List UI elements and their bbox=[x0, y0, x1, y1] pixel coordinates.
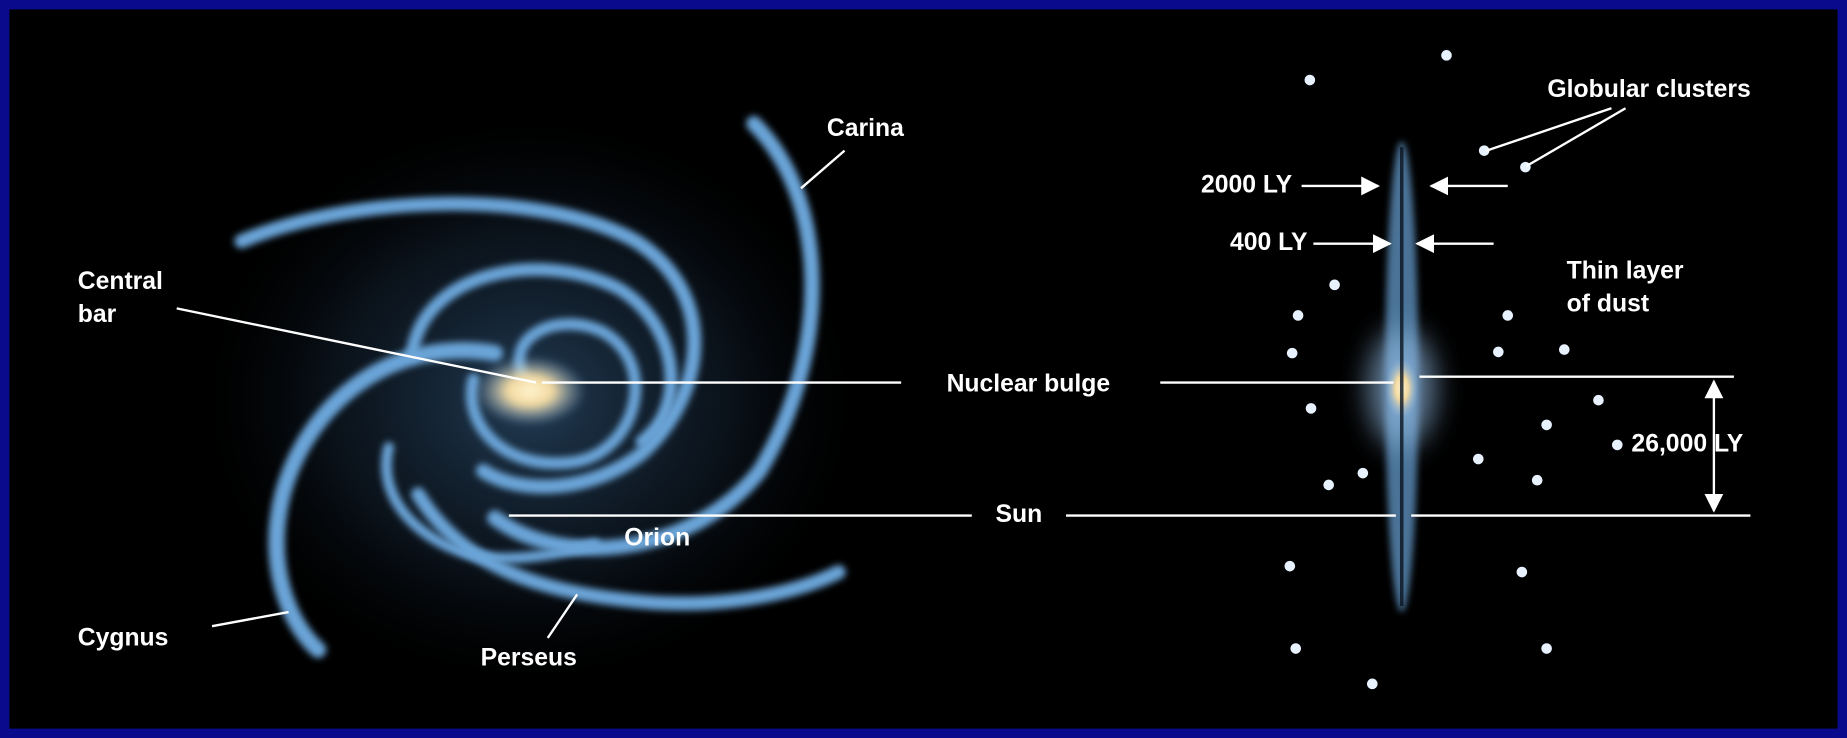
cluster-dot bbox=[1517, 567, 1528, 578]
cluster-dot bbox=[1290, 643, 1301, 654]
cluster-dot bbox=[1559, 344, 1570, 355]
label: bar bbox=[78, 301, 117, 328]
label: Carina bbox=[827, 115, 904, 142]
label: 400 LY bbox=[1230, 229, 1308, 256]
cluster-dot bbox=[1441, 50, 1452, 61]
cluster-dot bbox=[1305, 75, 1316, 86]
label: Central bbox=[78, 268, 163, 295]
cluster-dot bbox=[1358, 468, 1369, 479]
spiral-galaxy bbox=[188, 106, 871, 695]
label: Sun bbox=[996, 501, 1043, 528]
label: Thin layer bbox=[1567, 257, 1684, 284]
cluster-dot bbox=[1287, 348, 1298, 359]
label: Orion bbox=[624, 525, 690, 552]
cluster-dot bbox=[1593, 395, 1604, 406]
label: Globular clusters bbox=[1547, 76, 1750, 103]
diagram: Carina Central bar Nuclear bulge Sun Ori… bbox=[0, 0, 1847, 738]
label: of dust bbox=[1567, 290, 1649, 317]
cluster-dot bbox=[1502, 310, 1513, 321]
cluster-dot bbox=[1541, 643, 1552, 654]
cluster-dot bbox=[1306, 403, 1317, 414]
label: Perseus bbox=[481, 645, 577, 672]
label: 2000 LY bbox=[1201, 172, 1293, 199]
label: Cygnus bbox=[78, 625, 169, 652]
cluster-dot bbox=[1473, 454, 1484, 465]
label: Nuclear bulge bbox=[947, 370, 1111, 397]
cluster-dot bbox=[1532, 475, 1543, 486]
cluster-dot bbox=[1541, 420, 1552, 431]
cluster-dot bbox=[1285, 561, 1296, 572]
cluster-dot bbox=[1323, 480, 1334, 491]
label: 26,000 LY bbox=[1631, 430, 1743, 457]
cluster-dot bbox=[1329, 280, 1340, 291]
cluster-dot bbox=[1293, 310, 1304, 321]
cluster-dot bbox=[1612, 440, 1623, 451]
cluster-dot bbox=[1367, 679, 1378, 690]
cluster-dot bbox=[1493, 347, 1504, 358]
